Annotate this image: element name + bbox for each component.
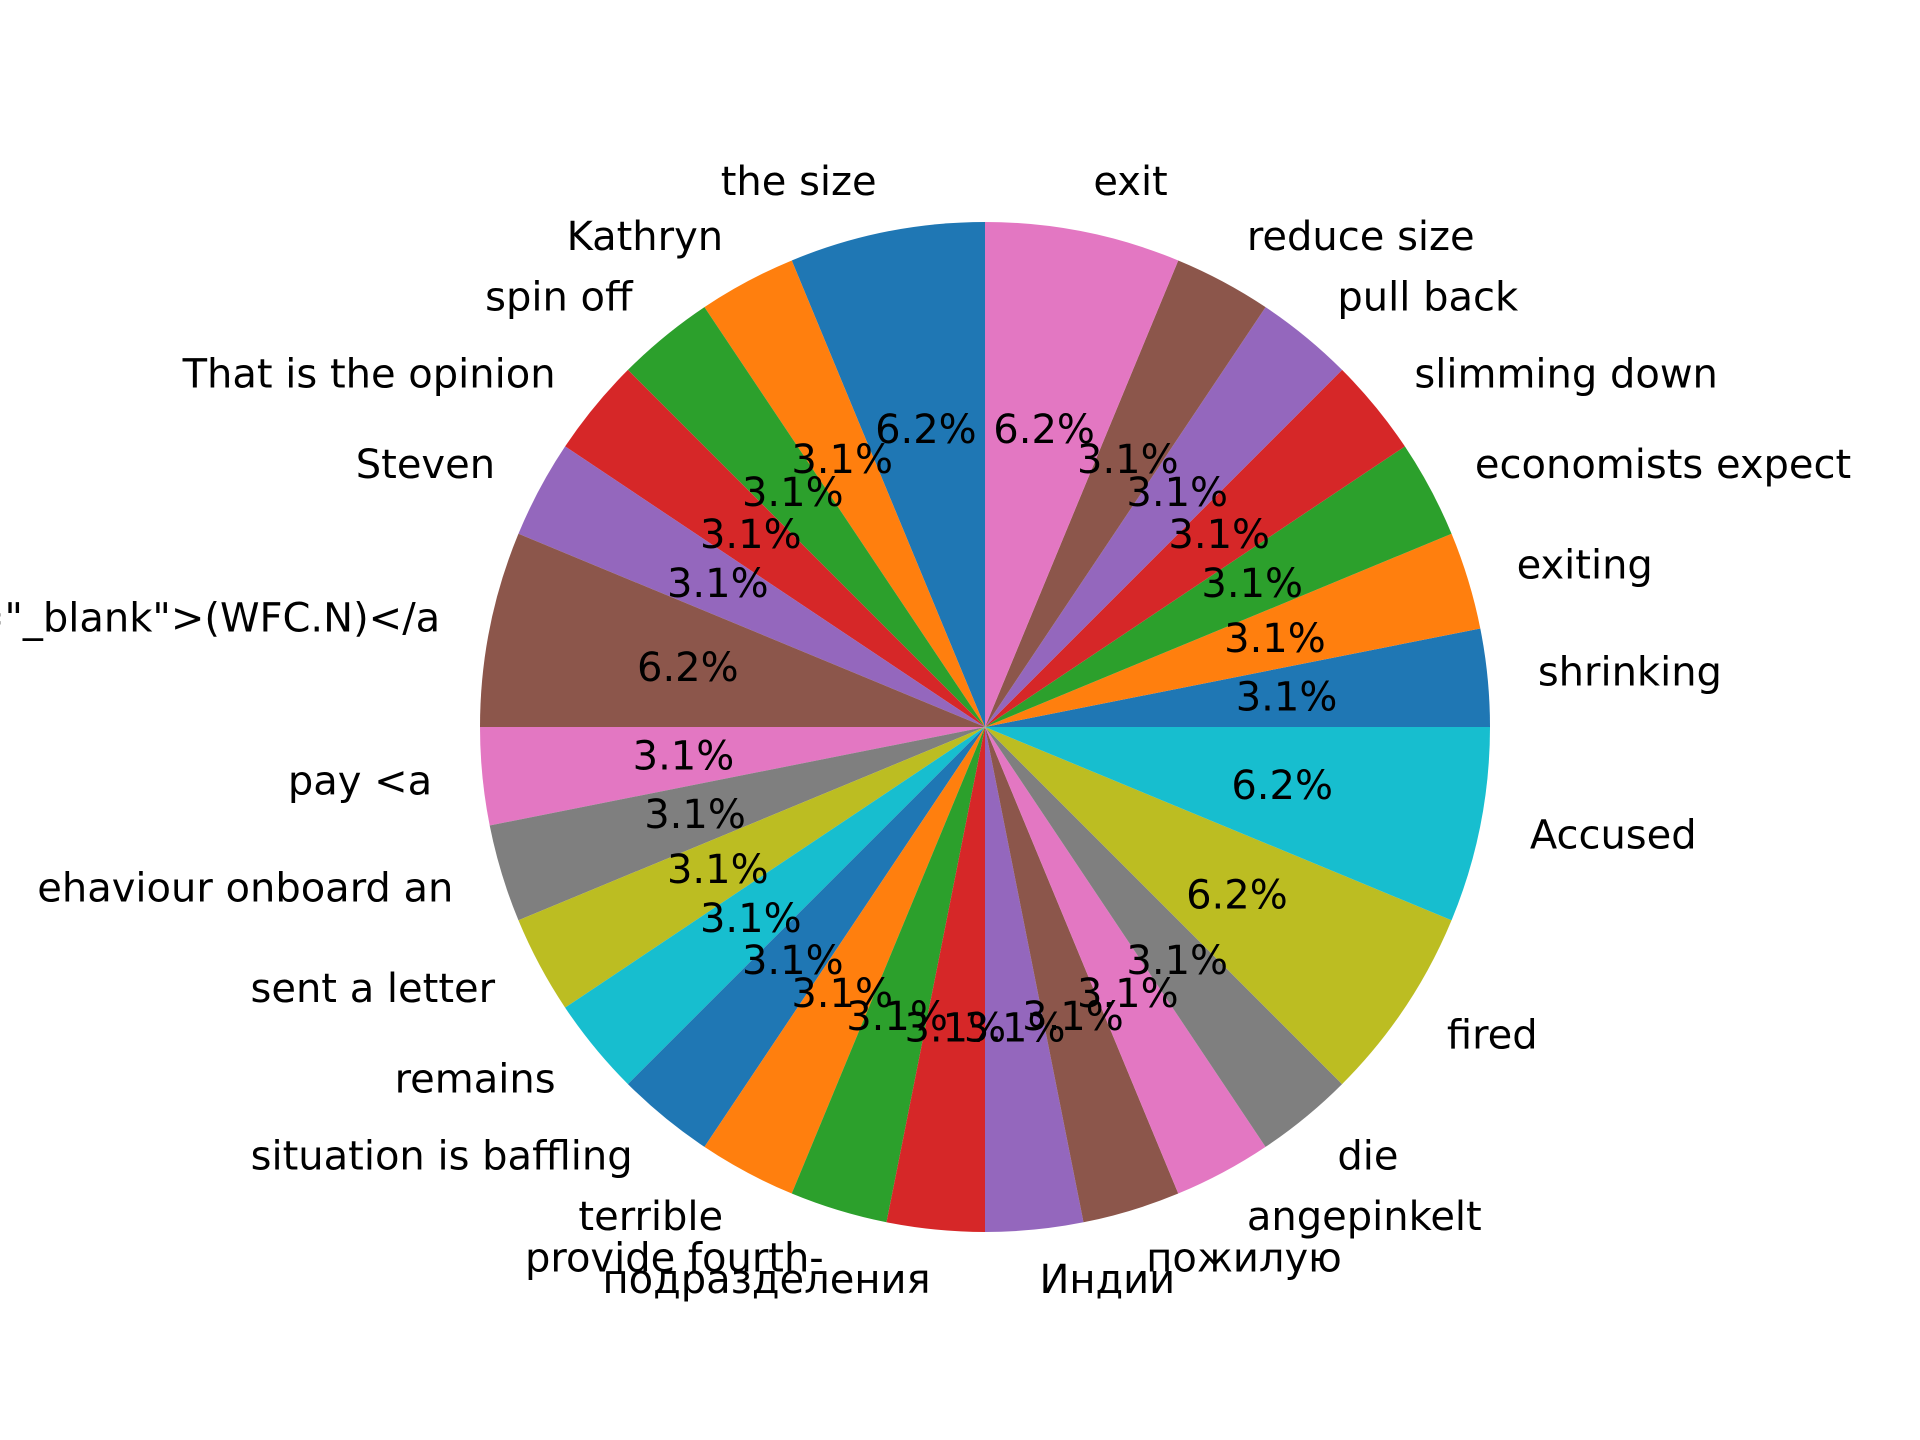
pie-slice bbox=[518, 446, 985, 727]
pie-slice bbox=[791, 727, 985, 1223]
percent-label: 3.1% bbox=[1168, 512, 1270, 558]
category-label: provide fourth- bbox=[525, 1236, 824, 1282]
percent-label: 3.1% bbox=[644, 792, 746, 838]
pie-slice bbox=[627, 727, 985, 1147]
pie-slice bbox=[565, 369, 985, 727]
category-label: terrible bbox=[578, 1194, 723, 1240]
pie-slice bbox=[791, 222, 985, 727]
category-label: sent a letter bbox=[251, 966, 496, 1012]
percent-label: 3.1% bbox=[1022, 994, 1124, 1040]
percent-label: 6.2% bbox=[993, 407, 1095, 453]
pie-slice bbox=[985, 446, 1452, 727]
percent-label: 3.1% bbox=[700, 896, 802, 942]
category-label: Accused bbox=[1530, 812, 1697, 858]
category-label: remains bbox=[395, 1056, 556, 1102]
percent-label: 3.1% bbox=[964, 1006, 1066, 1052]
pie-slice bbox=[985, 628, 1490, 727]
category-labels: the size Kathryn spin off That is the opini… bbox=[0, 159, 1851, 1303]
pie-slice bbox=[489, 727, 985, 921]
percent-label: 3.1% bbox=[1126, 470, 1228, 516]
percent-label: 3.1% bbox=[1201, 561, 1303, 607]
pie-slice bbox=[480, 533, 985, 727]
pie-slice bbox=[886, 727, 985, 1232]
category-label: situation is baffling bbox=[251, 1133, 633, 1179]
pie-slice bbox=[985, 727, 1343, 1147]
percent-label: 6.2% bbox=[1231, 763, 1333, 809]
percent-label: 3.1% bbox=[1077, 971, 1179, 1017]
category-label: That is the opinion bbox=[182, 352, 556, 398]
pie-slice bbox=[985, 222, 1179, 727]
pie-slice bbox=[985, 727, 1266, 1194]
category-label: пожилую bbox=[1146, 1236, 1342, 1282]
pie-slice bbox=[704, 260, 985, 727]
category-label: Steven bbox=[356, 442, 495, 488]
percent-label: 3.1% bbox=[1236, 674, 1338, 720]
category-label: pay <a bbox=[288, 758, 432, 804]
category-label: economists expect bbox=[1475, 442, 1851, 488]
percent-label: 3.1% bbox=[742, 470, 844, 516]
percent-label: 3.1% bbox=[1126, 938, 1228, 984]
pie-slice bbox=[985, 369, 1405, 727]
category-label: shrinking bbox=[1538, 650, 1722, 696]
category-label: the size bbox=[721, 159, 877, 205]
percent-label: 3.1% bbox=[667, 847, 769, 893]
percent-label: 3.1% bbox=[791, 971, 893, 1017]
percent-label: 3.1% bbox=[1077, 437, 1179, 483]
percent-label: 3.1% bbox=[633, 734, 735, 780]
category-label: Kathryn bbox=[567, 214, 724, 260]
category-label: slimming down bbox=[1414, 352, 1718, 398]
category-label: reduce size bbox=[1247, 214, 1475, 260]
percent-labels: 6.2%3.1%3.1%3.1%3.1%6.2%3.1%3.1%3.1%3.1%… bbox=[633, 407, 1338, 1052]
percent-label: 6.2% bbox=[875, 407, 977, 453]
pie-slice bbox=[565, 727, 985, 1085]
category-label: angepinkelt bbox=[1247, 1194, 1482, 1240]
pie-slice bbox=[627, 307, 985, 727]
category-label: fired bbox=[1447, 1013, 1538, 1059]
percent-label: 6.2% bbox=[1186, 872, 1288, 918]
category-label: spin off bbox=[485, 275, 634, 321]
pie-slice bbox=[985, 260, 1266, 727]
percent-label: 3.1% bbox=[1224, 616, 1326, 662]
category-label: подразделения bbox=[602, 1257, 930, 1303]
pie-slice bbox=[985, 727, 1084, 1232]
category-label: ehaviour onboard an bbox=[37, 865, 453, 911]
category-label: die bbox=[1337, 1133, 1398, 1179]
pie-slice bbox=[480, 727, 985, 826]
pie-slice bbox=[985, 727, 1179, 1223]
category-label: pull back bbox=[1337, 275, 1519, 321]
pie-slice bbox=[985, 727, 1452, 1085]
percent-label: 3.1% bbox=[667, 561, 769, 607]
category-label: t="_blank">(WFC.N)</a bbox=[0, 596, 440, 642]
percent-label: 6.2% bbox=[637, 645, 739, 691]
pie-slice bbox=[518, 727, 985, 1008]
pie-slice bbox=[985, 307, 1343, 727]
percent-label: 3.1% bbox=[904, 1006, 1006, 1052]
pie-slice bbox=[985, 727, 1490, 921]
percent-label: 3.1% bbox=[846, 994, 948, 1040]
category-label: exit bbox=[1093, 159, 1167, 205]
category-label: Индии bbox=[1039, 1257, 1175, 1303]
percent-label: 3.1% bbox=[742, 938, 844, 984]
percent-label: 3.1% bbox=[791, 437, 893, 483]
category-label: exiting bbox=[1517, 543, 1653, 589]
pie-slices bbox=[480, 222, 1490, 1232]
percent-label: 3.1% bbox=[700, 512, 802, 558]
pie-slice bbox=[704, 727, 985, 1194]
pie-slice bbox=[985, 533, 1481, 727]
